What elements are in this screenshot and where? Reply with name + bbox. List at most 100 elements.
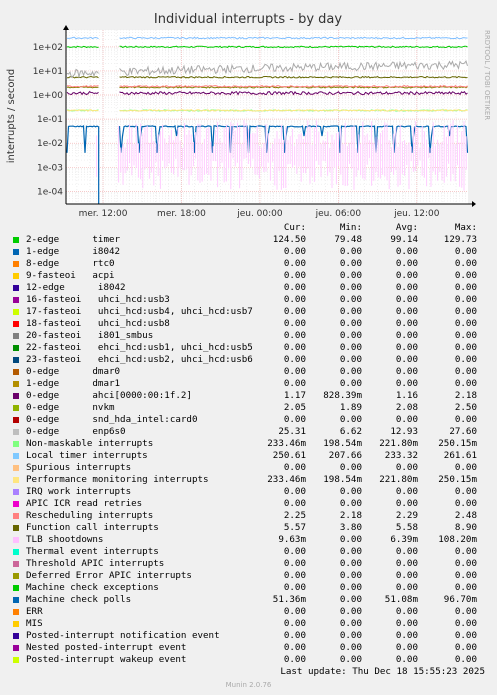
legend-swatch xyxy=(13,657,19,663)
legend-max: 0.00 xyxy=(454,462,477,473)
legend-max: 0.00 xyxy=(454,258,477,269)
legend-cur: 0.00 xyxy=(283,582,306,593)
legend-max: 0.00 xyxy=(454,306,477,317)
legend-max: 0.00 xyxy=(454,318,477,329)
legend-avg: 0.00 xyxy=(395,582,418,593)
legend-swatch xyxy=(13,417,19,423)
legend-min: 2.18 xyxy=(339,510,362,521)
legend-item: 18-fasteoi uhci_hcd:usb8 0.00 0.00 0.00 0.00 xyxy=(12,318,492,330)
legend-min: 0.00 xyxy=(339,342,362,353)
legend-item: Posted-interrupt wakeup event 0.00 0.00 0.0… xyxy=(12,654,492,666)
legend-item: 0-edge ahci[0000:00:1f.2] 1.17 828.39m 1.16… xyxy=(12,390,492,402)
legend-swatch xyxy=(13,405,19,411)
legend-min: 0.00 xyxy=(339,486,362,497)
legend-avg: 0.00 xyxy=(395,378,418,389)
legend-avg: 12.93 xyxy=(390,426,418,437)
legend-cur: 124.50 xyxy=(272,234,306,245)
legend-cur: 233.46m xyxy=(267,438,306,449)
legend-item: 22-fasteoi ehci_hcd:usb1, uhci_hcd:usb5 0… xyxy=(12,342,492,354)
legend-swatch xyxy=(13,381,19,387)
legend-max: 8.90 xyxy=(454,522,477,533)
legend-label: 16-fasteoi uhci_hcd:usb3 xyxy=(26,294,170,305)
legend-min: 79.48 xyxy=(334,234,362,245)
legend-swatch xyxy=(13,237,19,243)
legend-avg: 0.00 xyxy=(395,282,418,293)
legend-label: 2-edge timer xyxy=(26,234,121,245)
y-axis-arrow xyxy=(63,25,69,30)
legend-cur: 0.00 xyxy=(283,378,306,389)
legend-cur: 0.00 xyxy=(283,318,306,329)
rrdtool-credit: RRDTOOL / TOBI OETIKER xyxy=(483,30,491,120)
legend-swatch xyxy=(13,525,19,531)
legend-label: 0-edge nvkm xyxy=(26,402,115,413)
legend-cur: 0.00 xyxy=(283,282,306,293)
legend-label: Performance monitoring interrupts xyxy=(26,474,209,485)
legend-min: 0.00 xyxy=(339,606,362,617)
legend-label: MIS xyxy=(26,618,43,629)
legend-cur: 0.00 xyxy=(283,294,306,305)
legend-label: Function call interrupts xyxy=(26,522,159,533)
legend-max: 0.00 xyxy=(454,606,477,617)
legend-max: 0.00 xyxy=(454,618,477,629)
legend-max: 0.00 xyxy=(454,546,477,557)
legend-avg: 0.00 xyxy=(395,270,418,281)
legend-swatch xyxy=(13,357,19,363)
legend-item: 8-edge rtc0 0.00 0.00 0.00 0.00 xyxy=(12,258,492,270)
legend-swatch xyxy=(13,549,19,555)
legend-item: IRQ work interrupts 0.00 0.00 0.00 0.00 xyxy=(12,486,492,498)
legend-item: Threshold APIC interrupts 0.00 0.00 0.00 0.0… xyxy=(12,558,492,570)
legend-avg: 0.00 xyxy=(395,462,418,473)
legend-label: 0-edge ahci[0000:00:1f.2] xyxy=(26,390,192,401)
legend-min: 0.00 xyxy=(339,354,362,365)
legend-min: 0.00 xyxy=(339,558,362,569)
last-update: Last update: Thu Dec 18 15:55:23 2025 xyxy=(280,666,485,677)
legend-cur: 0.00 xyxy=(283,498,306,509)
legend-label: 9-fasteoi acpi xyxy=(26,270,115,281)
legend-min: 0.00 xyxy=(339,618,362,629)
legend-label: 1-edge i8042 xyxy=(26,246,121,257)
legend-max: 0.00 xyxy=(454,558,477,569)
legend-min: 0.00 xyxy=(339,366,362,377)
legend-avg: 0.00 xyxy=(395,618,418,629)
series-line xyxy=(66,45,468,49)
legend-swatch xyxy=(13,465,19,471)
legend-swatch xyxy=(13,501,19,507)
legend-item: Performance monitoring interrupts 233.46m… xyxy=(12,474,492,486)
series-line xyxy=(66,36,468,40)
y-tick-label: 1e+01 xyxy=(33,67,63,77)
legend-max: 0.00 xyxy=(454,582,477,593)
legend-max: 0.00 xyxy=(454,342,477,353)
legend-cur: 9.63m xyxy=(278,534,306,545)
legend-item: Non-maskable interrupts 233.46m 198.54m 221… xyxy=(12,438,492,450)
legend-avg: 2.08 xyxy=(395,402,418,413)
legend-cur: 0.00 xyxy=(283,258,306,269)
legend-label: 0-edge snd_hda_intel:card0 xyxy=(26,414,198,425)
legend-header: Cur: Min: Avg: Max: xyxy=(12,222,492,234)
legend-label: 8-edge rtc0 xyxy=(26,258,115,269)
legend-cur: 0.00 xyxy=(283,642,306,653)
legend-swatch xyxy=(13,285,19,291)
legend-avg: 5.58 xyxy=(395,522,418,533)
legend-max: 96.70m xyxy=(443,594,477,605)
legend-min: 3.80 xyxy=(339,522,362,533)
legend-max: 261.61 xyxy=(443,450,477,461)
legend-label: Non-maskable interrupts xyxy=(26,438,154,449)
legend-item: 16-fasteoi uhci_hcd:usb3 0.00 0.00 0.00 0.00 xyxy=(12,294,492,306)
legend-min: 0.00 xyxy=(339,534,362,545)
legend-cur: 0.00 xyxy=(283,330,306,341)
legend-cur: 0.00 xyxy=(283,270,306,281)
legend-label: 1-edge dmar1 xyxy=(26,378,121,389)
legend-swatch xyxy=(13,585,19,591)
legend-item: 0-edge nvkm 2.05 1.89 2.08 2.50 xyxy=(12,402,492,414)
legend-item: 17-fasteoi uhci_hcd:usb4, uhci_hcd:usb7 0… xyxy=(12,306,492,318)
legend-max: 0.00 xyxy=(454,294,477,305)
legend-avg: 0.00 xyxy=(395,258,418,269)
legend-min: 828.39m xyxy=(323,390,362,401)
legend-item: 9-fasteoi acpi 0.00 0.00 0.00 0.00 xyxy=(12,270,492,282)
legend-cur: 0.00 xyxy=(283,306,306,317)
x-tick-label: jeu. 06:00 xyxy=(315,209,362,219)
legend-cur: 233.46m xyxy=(267,474,306,485)
legend-max: 2.18 xyxy=(454,390,477,401)
legend-cur: 0.00 xyxy=(283,486,306,497)
legend-label: 18-fasteoi uhci_hcd:usb8 xyxy=(26,318,170,329)
